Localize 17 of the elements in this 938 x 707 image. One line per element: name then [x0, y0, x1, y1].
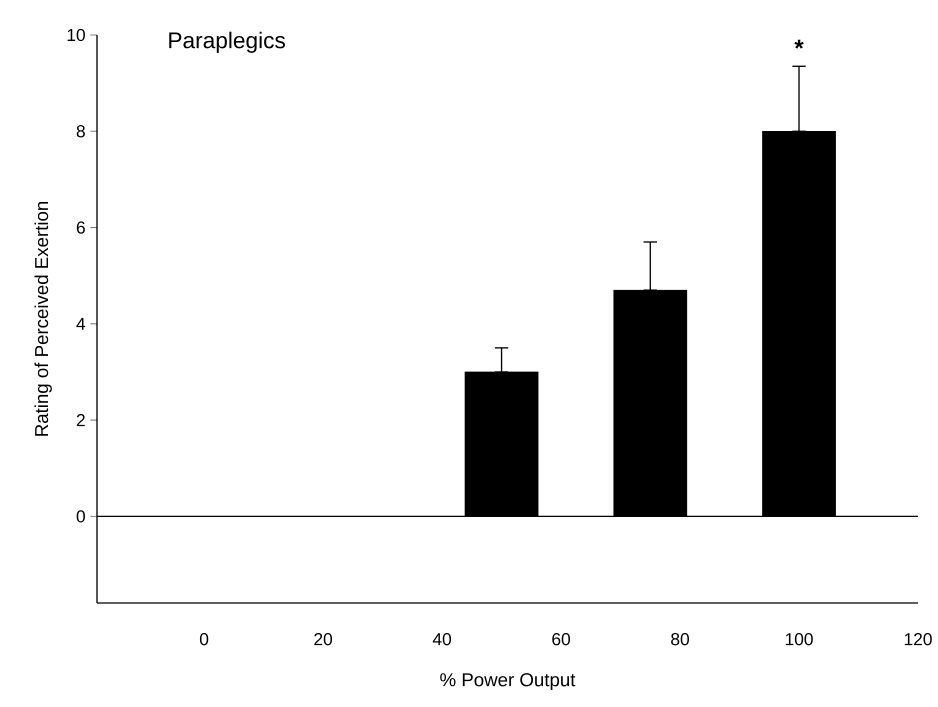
- x-axis-title: % Power Output: [440, 673, 576, 690]
- y-axis-title: Rating of Perceived Exertion: [34, 202, 52, 436]
- y-tick-label: 2: [76, 414, 85, 426]
- y-tick-label: 6: [76, 221, 85, 234]
- x-tick-label: 80: [671, 633, 690, 646]
- chart-title: Paraplegics: [169, 32, 285, 53]
- y-tick-label: 4: [76, 318, 86, 330]
- x-tick-label: 60: [552, 633, 570, 646]
- annotation: *: [794, 40, 804, 49]
- x-tick-label: 20: [314, 633, 332, 646]
- y-tick-label: 10: [68, 28, 85, 42]
- x-tick-label: 0: [200, 633, 208, 646]
- x-tick-label: 40: [432, 633, 452, 646]
- y-tick-label: 8: [76, 125, 85, 138]
- x-tick-label: 120: [904, 633, 932, 646]
- x-tick-label: 100: [786, 633, 813, 646]
- y-tick-label: 0: [76, 510, 85, 522]
